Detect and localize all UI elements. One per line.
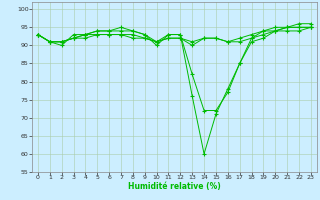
X-axis label: Humidité relative (%): Humidité relative (%) <box>128 182 221 191</box>
